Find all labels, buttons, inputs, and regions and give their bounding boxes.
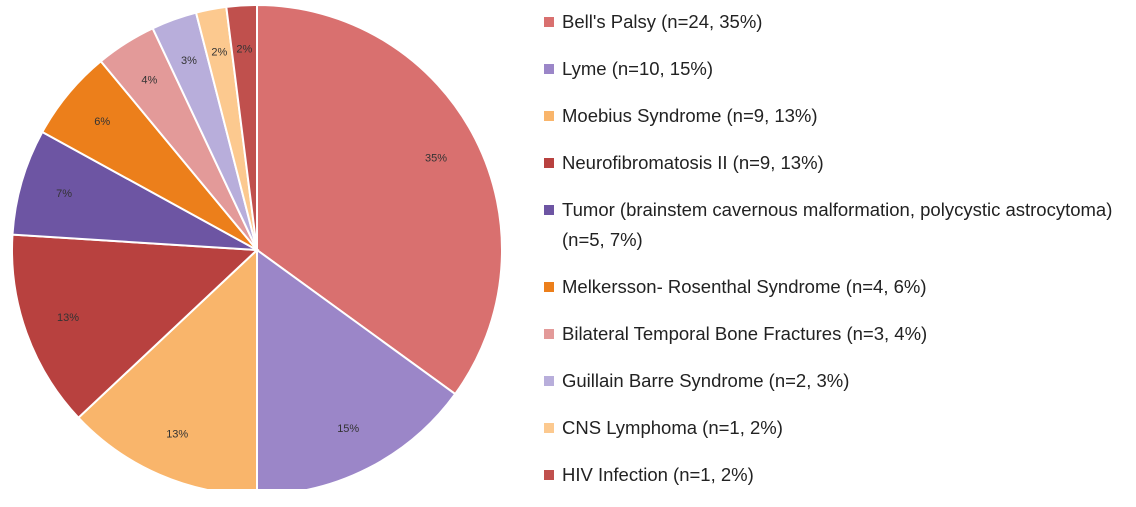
legend-item: Moebius Syndrome (n=9, 13%) — [544, 101, 1134, 131]
data-label: 3% — [181, 55, 197, 67]
pie-slice — [11, 233, 260, 420]
legend-label: Tumor (brainstem cavernous malformation,… — [562, 199, 1113, 250]
legend-label: Moebius Syndrome (n=9, 13%) — [562, 105, 818, 126]
legend-label: Bilateral Temporal Bone Fractures (n=3, … — [562, 323, 928, 344]
legend-item: HIV Infection (n=1, 2%) — [544, 460, 1134, 490]
legend: Bell's Palsy (n=24, 35%) Lyme (n=10, 15%)… — [544, 7, 1134, 507]
legend-label: Neurofibromatosis II (n=9, 13%) — [562, 152, 824, 173]
pie-slice — [225, 3, 258, 251]
pie-slice — [11, 130, 258, 251]
page: 35% 15% 13% 13% 7% 6% 4% 3% 2% 2% Bell's Palsy (n… — [11, 3, 1113, 489]
data-label: 15% — [337, 423, 359, 435]
legend-label: Guillain Barre Syndrome (n=2, 3%) — [562, 370, 850, 391]
data-label: 2% — [211, 47, 227, 59]
data-label: 6% — [94, 116, 110, 128]
legend-item: Melkersson- Rosenthal Syndrome (n=4, 6%) — [544, 272, 1134, 302]
legend-label: HIV Infection (n=1, 2%) — [562, 464, 754, 485]
data-label: 2% — [236, 43, 252, 55]
legend-swatch — [544, 64, 554, 74]
pie-slice — [256, 248, 457, 489]
legend-item: Bell's Palsy (n=24, 35%) — [544, 7, 1134, 37]
data-label: 35% — [425, 153, 447, 165]
legend-item: Bilateral Temporal Bone Fractures (n=3, … — [544, 319, 1134, 349]
legend-item: CNS Lymphoma (n=1, 2%) — [544, 413, 1134, 443]
data-label: 4% — [141, 74, 157, 86]
data-label: 13% — [57, 312, 79, 324]
legend-swatch — [544, 282, 554, 292]
legend-item: Guillain Barre Syndrome (n=2, 3%) — [544, 366, 1134, 396]
pie-slice — [256, 3, 503, 396]
legend-item: Tumor (brainstem cavernous malformation,… — [544, 195, 1134, 255]
legend-label: Bell's Palsy (n=24, 35%) — [562, 11, 763, 32]
data-label: 13% — [166, 428, 188, 440]
legend-swatch — [544, 111, 554, 121]
legend-label: Lyme (n=10, 15%) — [562, 58, 713, 79]
data-label: 7% — [56, 188, 72, 200]
legend-item: Neurofibromatosis II (n=9, 13%) — [544, 148, 1134, 178]
legend-label: CNS Lymphoma (n=1, 2%) — [562, 417, 783, 438]
legend-swatch — [544, 376, 554, 386]
pie-slice — [76, 247, 258, 489]
legend-swatch — [544, 205, 554, 215]
legend-swatch — [544, 470, 554, 480]
legend-swatch — [544, 329, 554, 339]
legend-item: Lyme (n=10, 15%) — [544, 54, 1134, 84]
legend-swatch — [544, 17, 554, 27]
legend-swatch — [544, 158, 554, 168]
legend-label: Melkersson- Rosenthal Syndrome (n=4, 6%) — [562, 276, 927, 297]
chart: 35% 15% 13% 13% 7% 6% 4% 3% 2% 2% — [11, 3, 503, 489]
legend-swatch — [544, 423, 554, 433]
